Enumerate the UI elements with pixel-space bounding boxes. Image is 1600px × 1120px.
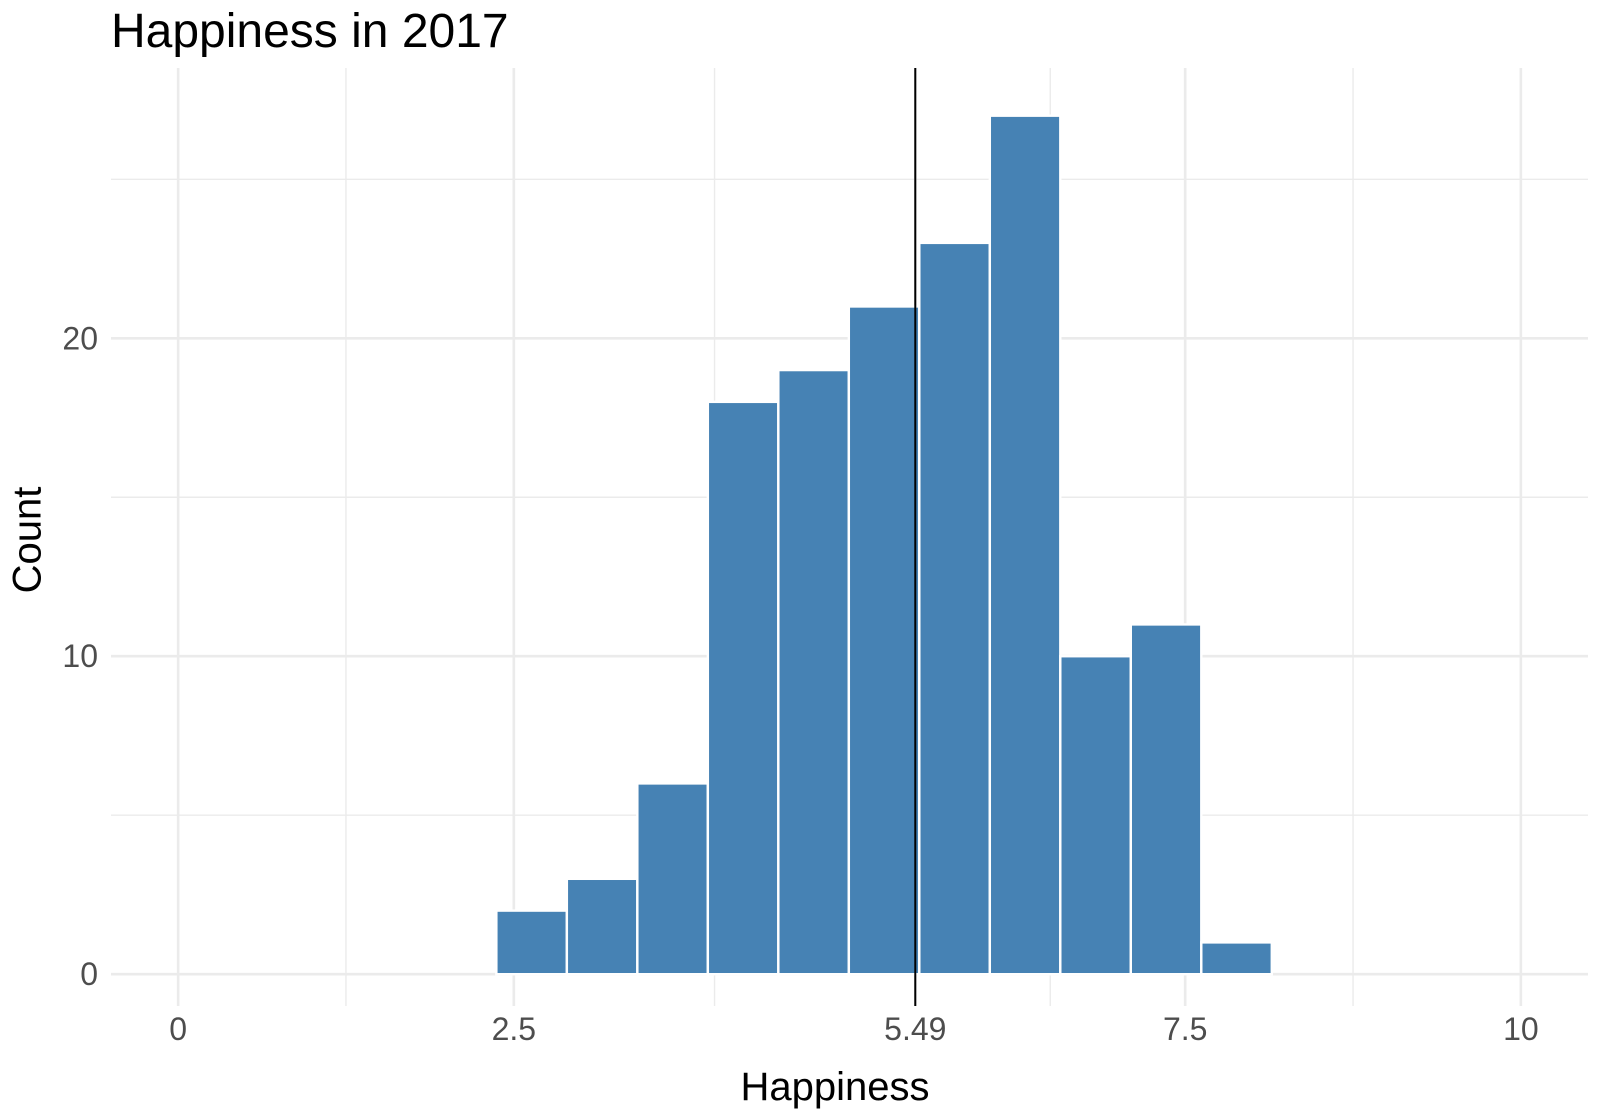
x-tick-label: 0	[169, 1011, 187, 1047]
histogram-bar	[1200, 941, 1273, 976]
chart-title: Happiness in 2017	[111, 5, 509, 58]
histogram-bar	[988, 114, 1062, 976]
x-tick-label: 7.5	[1163, 1011, 1207, 1047]
histogram-bar	[706, 400, 780, 976]
x-tick-label: 2.5	[492, 1011, 536, 1047]
y-tick-label: 10	[62, 638, 98, 674]
x-tick-label: 10	[1503, 1011, 1539, 1047]
histogram-bar	[918, 241, 992, 976]
histogram-bar	[847, 305, 921, 976]
histogram-bar	[636, 782, 710, 976]
histogram-bar	[565, 877, 639, 976]
x-tick-label: 5.49	[884, 1011, 946, 1047]
histogram-bar	[1059, 655, 1133, 976]
x-axis-title: Happiness	[740, 1065, 930, 1109]
y-tick-label: 0	[80, 956, 98, 992]
histogram-bar	[777, 368, 851, 976]
histogram-bar	[1129, 623, 1203, 976]
histogram-bar	[495, 909, 569, 976]
y-axis-title: Count	[5, 486, 50, 594]
y-tick-label: 20	[62, 320, 98, 356]
